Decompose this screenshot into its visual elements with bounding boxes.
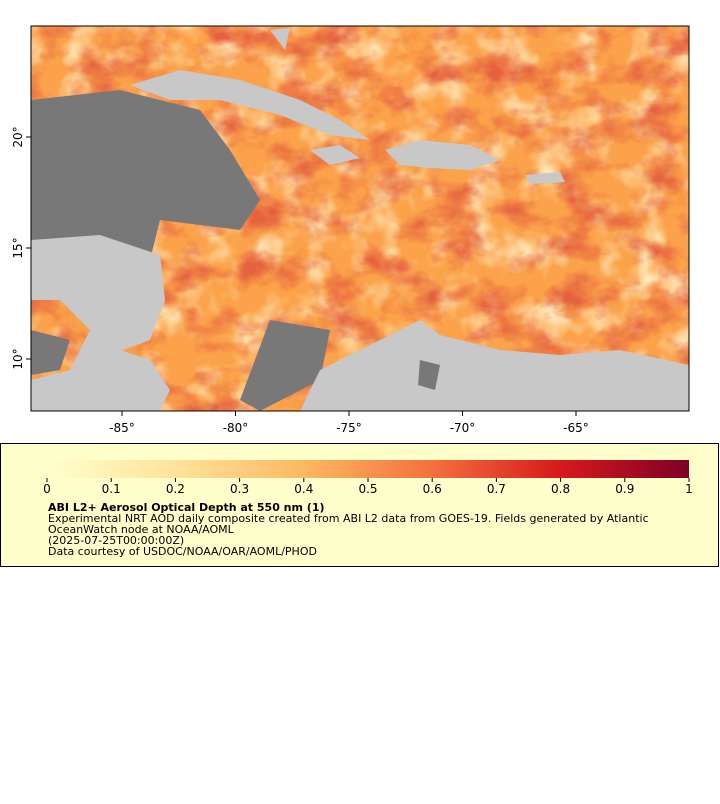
map-frame [30,25,690,412]
y-tick-label: 10° [11,348,25,369]
x-tick-label: -75° [336,421,362,435]
land-pr [525,172,565,184]
y-tick-label: 20° [11,126,25,147]
colorbar-tick-label: 0 [43,482,51,496]
x-tick-label: -65° [563,421,589,435]
colorbar-tick-label: 0.1 [102,482,121,496]
colorbar [47,460,689,478]
x-tick-label: -80° [223,421,249,435]
colorbar-tick-label: 0.3 [230,482,249,496]
land-south-america [300,320,689,411]
colorbar-tick-label: 0.7 [487,482,506,496]
land-cuba [130,70,370,140]
colorbar-tick-label: 0.4 [294,482,313,496]
legend-line: OceanWatch node at NOAA/AOML [48,523,235,536]
map [31,26,689,411]
no-data [31,90,260,270]
colorbar-tick-label: 0.8 [551,482,570,496]
no-data [31,330,70,375]
land-hispaniola [385,140,500,170]
colorbar-tick-label: 0.2 [166,482,185,496]
colorbar-tick-label: 0.9 [615,482,634,496]
legend-line: Experimental NRT AOD daily composite cre… [48,512,649,525]
colorbar-tick-label: 0.5 [358,482,377,496]
colorbar-tick-label: 0.6 [423,482,442,496]
legend-line: Data courtesy of USDOC/NOAA/OAR/AOML/PHO… [48,545,317,558]
land [31,330,170,411]
land [31,235,165,355]
no-data [418,360,440,390]
y-tick-label: 15° [11,237,25,258]
land [270,28,290,50]
legend-line: (2025-07-25T00:00:00Z) [48,534,184,547]
land-jamaica [310,145,360,165]
x-tick-label: -85° [109,421,135,435]
x-tick-label: -70° [450,421,476,435]
colorbar-tick-label: 1 [685,482,693,496]
no-data [240,320,330,411]
legend-title: ABI L2+ Aerosol Optical Depth at 550 nm … [48,501,325,514]
